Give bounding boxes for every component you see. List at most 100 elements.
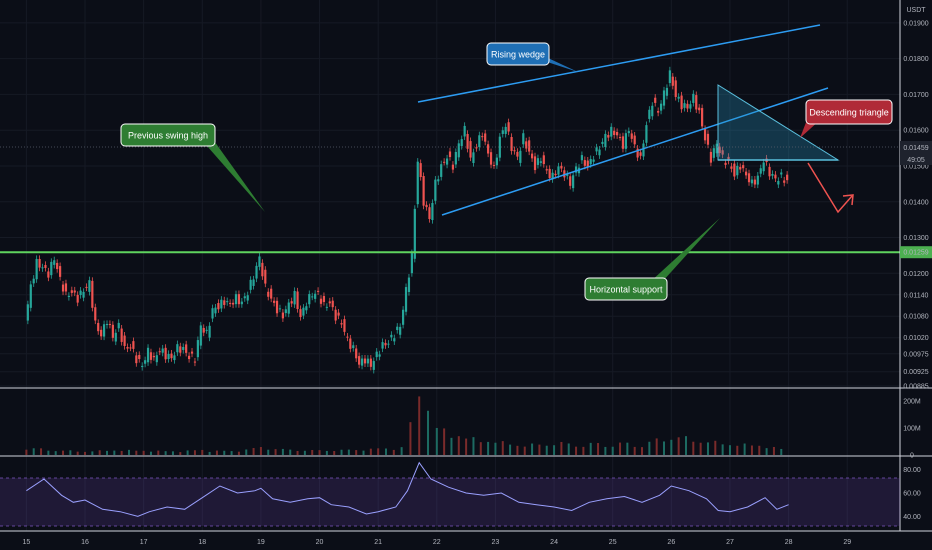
- candle-body: [683, 103, 686, 108]
- time-tick-label: 19: [257, 539, 265, 546]
- swing-high-label-pointer: [200, 138, 265, 212]
- candle-body: [633, 135, 636, 145]
- candle-body: [639, 152, 642, 156]
- price-axis[interactable]: 0.01900 0.01800 0.01700 0.01600 0.01500 0.014…: [903, 20, 928, 390]
- countdown-value: 49:05: [907, 157, 925, 164]
- candle-body: [152, 355, 156, 358]
- volume-bar: [780, 448, 783, 455]
- candle-body: [73, 290, 76, 293]
- candle-body: [519, 150, 522, 163]
- candle-body: [316, 290, 320, 292]
- volume-bar: [472, 437, 475, 455]
- candle-body: [293, 290, 296, 305]
- volume-bar: [98, 450, 101, 455]
- candle-body: [229, 302, 232, 304]
- candle-body: [736, 165, 739, 176]
- candle-body: [290, 301, 293, 304]
- candle-body: [381, 342, 384, 349]
- candle-body: [774, 174, 777, 179]
- candle-body: [572, 175, 575, 189]
- candle-body: [689, 104, 692, 109]
- volume-bar: [450, 437, 453, 455]
- candle-body: [721, 150, 724, 155]
- candle-body: [662, 90, 666, 106]
- candle-body: [668, 70, 671, 83]
- volume-bar: [157, 450, 160, 455]
- candle-body: [123, 335, 126, 346]
- volume-bar: [758, 445, 761, 455]
- candle-body: [267, 291, 270, 297]
- volume-bar: [501, 441, 504, 455]
- candle-body: [155, 355, 158, 363]
- candle-body: [750, 179, 754, 184]
- candle-body: [545, 169, 548, 171]
- candle-body: [393, 338, 396, 342]
- volume-bar: [479, 442, 482, 455]
- volume-bar: [149, 451, 152, 455]
- candle-body: [753, 179, 756, 185]
- candle-body: [692, 93, 695, 103]
- candle-body: [727, 156, 730, 161]
- candle-body: [536, 158, 540, 165]
- volume-bar: [721, 444, 724, 455]
- candle-body: [41, 267, 44, 269]
- volume-bar: [772, 446, 775, 455]
- candle-body: [463, 125, 466, 137]
- candle-body: [501, 130, 504, 134]
- volume-bar: [538, 444, 541, 455]
- candle-body: [718, 146, 721, 154]
- candle-body: [144, 360, 147, 364]
- time-tick-label: 28: [785, 539, 793, 546]
- volume-bar: [120, 450, 123, 455]
- candle-body: [759, 168, 762, 174]
- candle-body: [507, 122, 510, 132]
- candle-body: [410, 253, 413, 274]
- horizontal-support-label[interactable]: Horizontal support: [584, 218, 720, 301]
- candle-body: [569, 176, 572, 186]
- rsi-band: [0, 478, 900, 526]
- volume-bar: [626, 442, 629, 455]
- candle-body: [413, 208, 416, 259]
- horizontal-support-label-box: [584, 277, 668, 301]
- volume-bar: [743, 443, 746, 455]
- volume-bar: [604, 446, 607, 455]
- candle-body: [574, 166, 578, 173]
- volume-bar: [32, 448, 35, 455]
- candle-body: [610, 126, 613, 137]
- currency-label: USDT: [906, 7, 926, 14]
- candle-body: [665, 87, 669, 96]
- candle-body: [369, 358, 372, 367]
- descending-triangle-label[interactable]: Descending triangle: [800, 99, 893, 138]
- volume-bar: [670, 439, 673, 455]
- price-tick-label: 0.01020: [903, 335, 928, 342]
- candle-body: [325, 306, 328, 308]
- candle-body: [273, 300, 276, 303]
- support-price-value: 0.01259: [903, 250, 928, 257]
- candle-body: [715, 143, 718, 154]
- rising-wedge-label[interactable]: Rising wedge: [486, 42, 578, 72]
- volume-bar: [252, 448, 255, 455]
- candle-body: [85, 286, 88, 288]
- candle-body: [489, 152, 493, 165]
- candle-body: [454, 151, 457, 165]
- volume-bar: [47, 450, 50, 455]
- candle-body: [126, 347, 129, 349]
- volume-bar: [201, 449, 204, 455]
- candle-body: [114, 332, 117, 342]
- volume-bar: [69, 450, 72, 455]
- price-tick-label: 0.01700: [903, 92, 928, 99]
- candle-body: [443, 161, 446, 163]
- candle-body: [648, 109, 651, 119]
- rising-wedge-upper-line[interactable]: [417, 24, 821, 103]
- time-axis[interactable]: 15 16 17 18 19 20 21 22 23 24 25 26 27 28 29: [22, 539, 851, 546]
- volume-bar: [142, 450, 145, 455]
- volume-bar: [655, 438, 658, 455]
- candle-body: [530, 153, 534, 159]
- candle-body: [422, 176, 425, 206]
- candle-body: [205, 329, 208, 331]
- rising-wedge-lower-line[interactable]: [441, 87, 829, 216]
- swing-high-label[interactable]: Previous swing high: [120, 123, 265, 212]
- candle-body: [196, 340, 199, 358]
- candle-body: [343, 319, 346, 332]
